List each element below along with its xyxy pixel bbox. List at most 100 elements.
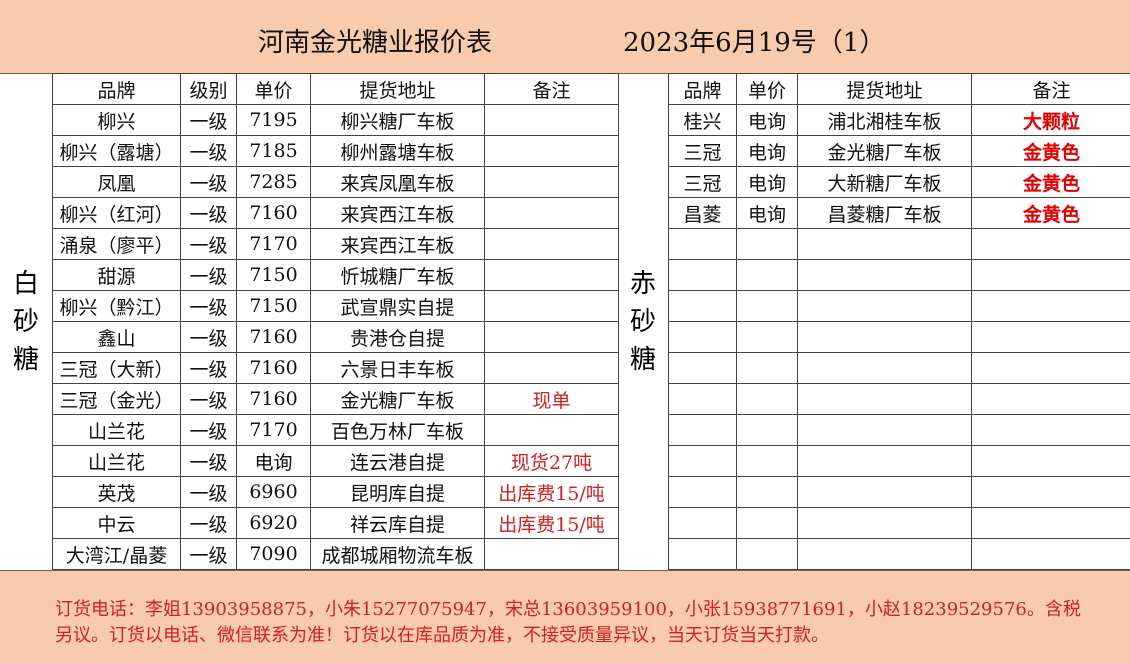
table-cell[interactable] xyxy=(972,446,1130,477)
table-cell[interactable]: 忻城糖厂车板 xyxy=(311,260,485,291)
table-cell[interactable] xyxy=(972,353,1130,384)
table-cell[interactable] xyxy=(485,198,619,229)
table-cell[interactable]: 一级 xyxy=(181,353,237,384)
table-cell[interactable] xyxy=(798,291,972,322)
table-cell[interactable] xyxy=(485,415,619,446)
table-cell[interactable]: 一级 xyxy=(181,477,237,508)
table-cell[interactable]: 金黄色 xyxy=(972,198,1130,229)
table-cell[interactable]: 7185 xyxy=(237,136,311,167)
table-cell[interactable] xyxy=(798,539,972,570)
table-cell[interactable]: 柳兴糖厂车板 xyxy=(311,105,485,136)
table-cell[interactable]: 连云港自提 xyxy=(311,446,485,477)
table-cell[interactable] xyxy=(485,229,619,260)
table-cell[interactable] xyxy=(485,260,619,291)
table-cell[interactable]: 中云 xyxy=(53,508,181,539)
table-cell[interactable]: 大湾江/晶菱 xyxy=(53,539,181,570)
table-cell[interactable]: 现单 xyxy=(485,384,619,415)
table-cell[interactable]: 甜源 xyxy=(53,260,181,291)
table-cell[interactable]: 桂兴 xyxy=(669,105,737,136)
table-cell[interactable]: 7160 xyxy=(237,322,311,353)
table-cell[interactable] xyxy=(737,446,798,477)
table-cell[interactable]: 柳兴 xyxy=(53,105,181,136)
table-cell[interactable]: 六景日丰车板 xyxy=(311,353,485,384)
table-cell[interactable] xyxy=(972,384,1130,415)
table-cell[interactable]: 7150 xyxy=(237,260,311,291)
table-cell[interactable]: 6960 xyxy=(237,477,311,508)
table-cell[interactable]: 7195 xyxy=(237,105,311,136)
table-cell[interactable] xyxy=(972,229,1130,260)
table-cell[interactable]: 6920 xyxy=(237,508,311,539)
table-cell[interactable]: 7090 xyxy=(237,539,311,570)
table-cell[interactable]: 柳兴（红河） xyxy=(53,198,181,229)
table-cell[interactable] xyxy=(669,229,737,260)
table-cell[interactable] xyxy=(798,260,972,291)
table-cell[interactable]: 7160 xyxy=(237,353,311,384)
table-cell[interactable] xyxy=(798,229,972,260)
table-cell[interactable] xyxy=(972,539,1130,570)
table-cell[interactable]: 百色万林厂车板 xyxy=(311,415,485,446)
table-cell[interactable] xyxy=(798,322,972,353)
table-cell[interactable]: 一级 xyxy=(181,291,237,322)
table-cell[interactable]: 祥云库自提 xyxy=(311,508,485,539)
table-cell[interactable]: 大颗粒 xyxy=(972,105,1130,136)
table-cell[interactable]: 电询 xyxy=(737,105,798,136)
table-cell[interactable] xyxy=(669,384,737,415)
table-cell[interactable]: 成都城厢物流车板 xyxy=(311,539,485,570)
table-cell[interactable]: 一级 xyxy=(181,167,237,198)
table-cell[interactable] xyxy=(972,415,1130,446)
table-cell[interactable]: 来宾凤凰车板 xyxy=(311,167,485,198)
table-cell[interactable] xyxy=(485,167,619,198)
table-cell[interactable] xyxy=(485,105,619,136)
table-cell[interactable] xyxy=(485,353,619,384)
table-cell[interactable]: 一级 xyxy=(181,384,237,415)
table-cell[interactable]: 金黄色 xyxy=(972,167,1130,198)
table-cell[interactable]: 昌菱 xyxy=(669,198,737,229)
table-cell[interactable] xyxy=(737,508,798,539)
table-cell[interactable]: 一级 xyxy=(181,229,237,260)
table-cell[interactable] xyxy=(485,136,619,167)
table-cell[interactable]: 山兰花 xyxy=(53,446,181,477)
table-cell[interactable]: 三冠 xyxy=(669,167,737,198)
table-cell[interactable] xyxy=(485,291,619,322)
table-cell[interactable]: 现货27吨 xyxy=(485,446,619,477)
table-cell[interactable] xyxy=(737,415,798,446)
table-cell[interactable]: 电询 xyxy=(737,136,798,167)
table-cell[interactable]: 金光糖厂车板 xyxy=(798,136,972,167)
table-cell[interactable] xyxy=(485,322,619,353)
table-cell[interactable] xyxy=(669,508,737,539)
table-cell[interactable]: 7170 xyxy=(237,229,311,260)
table-cell[interactable]: 一级 xyxy=(181,105,237,136)
table-cell[interactable]: 来宾西江车板 xyxy=(311,198,485,229)
table-cell[interactable] xyxy=(669,291,737,322)
table-cell[interactable]: 一级 xyxy=(181,136,237,167)
table-cell[interactable]: 出库费15/吨 xyxy=(485,477,619,508)
table-cell[interactable] xyxy=(798,353,972,384)
table-cell[interactable]: 7160 xyxy=(237,198,311,229)
table-cell[interactable] xyxy=(669,477,737,508)
table-cell[interactable] xyxy=(798,477,972,508)
table-cell[interactable]: 电询 xyxy=(737,167,798,198)
table-cell[interactable]: 7285 xyxy=(237,167,311,198)
table-cell[interactable] xyxy=(972,508,1130,539)
table-cell[interactable]: 三冠（大新） xyxy=(53,353,181,384)
table-cell[interactable] xyxy=(669,260,737,291)
table-cell[interactable] xyxy=(972,477,1130,508)
table-cell[interactable]: 一级 xyxy=(181,260,237,291)
table-cell[interactable] xyxy=(737,384,798,415)
table-cell[interactable] xyxy=(669,322,737,353)
table-cell[interactable] xyxy=(669,446,737,477)
table-cell[interactable]: 武宣鼎实自提 xyxy=(311,291,485,322)
table-cell[interactable]: 7170 xyxy=(237,415,311,446)
table-cell[interactable] xyxy=(737,353,798,384)
table-cell[interactable] xyxy=(669,353,737,384)
table-cell[interactable]: 山兰花 xyxy=(53,415,181,446)
table-cell[interactable] xyxy=(737,260,798,291)
table-cell[interactable]: 7150 xyxy=(237,291,311,322)
table-cell[interactable]: 一级 xyxy=(181,446,237,477)
table-cell[interactable]: 一级 xyxy=(181,415,237,446)
table-cell[interactable]: 一级 xyxy=(181,508,237,539)
table-cell[interactable]: 浦北湘桂车板 xyxy=(798,105,972,136)
table-cell[interactable]: 出库费15/吨 xyxy=(485,508,619,539)
table-cell[interactable]: 鑫山 xyxy=(53,322,181,353)
table-cell[interactable]: 一级 xyxy=(181,539,237,570)
